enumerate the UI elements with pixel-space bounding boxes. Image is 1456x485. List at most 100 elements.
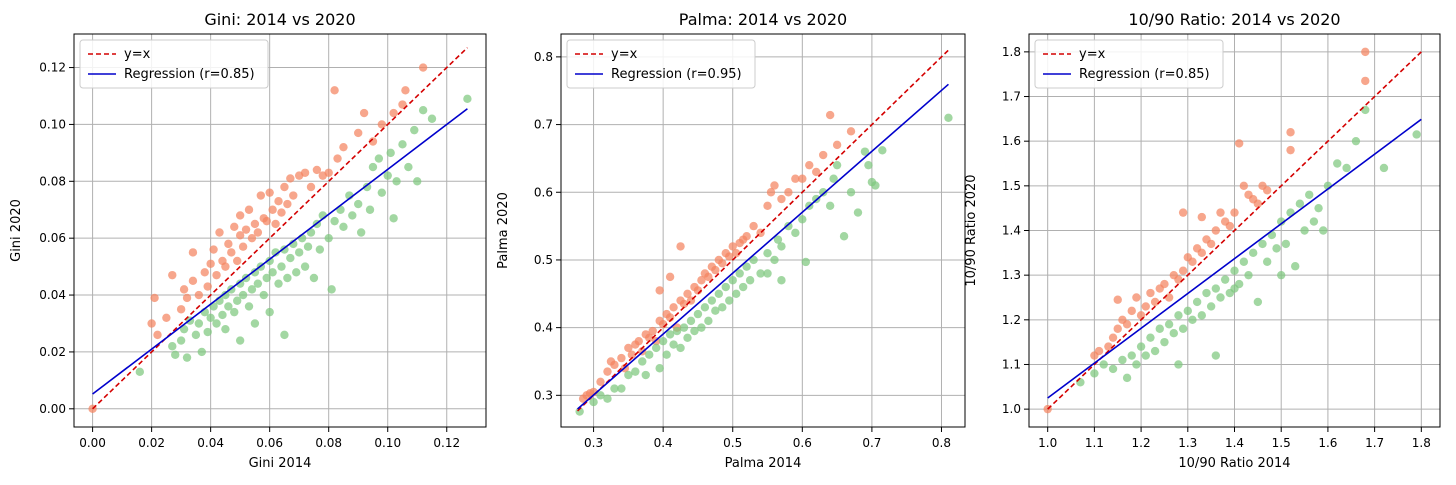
y-tick-label: 0.06 <box>39 231 66 245</box>
y-tick-label: 0.10 <box>39 117 66 131</box>
point-below-identity <box>368 162 378 172</box>
point-below-identity <box>309 273 319 283</box>
point-below-identity <box>280 245 289 254</box>
point-above-identity <box>221 262 230 271</box>
point-below-identity <box>773 235 783 244</box>
point-above-identity <box>389 108 398 118</box>
y-tick-label: 1.7 <box>1002 90 1021 104</box>
point-above-identity <box>235 211 245 220</box>
point-below-identity <box>864 160 873 170</box>
point-below-identity <box>427 114 437 123</box>
point-below-identity <box>244 302 254 311</box>
point-above-identity <box>182 293 192 303</box>
point-above-identity <box>1178 266 1188 275</box>
point-above-identity <box>763 201 772 210</box>
x-tick-label: 1.7 <box>1365 436 1384 450</box>
legend-regression-label: Regression (r=0.85) <box>1079 67 1210 82</box>
regression-line <box>577 83 949 410</box>
point-above-identity <box>286 174 295 183</box>
point-below-identity <box>135 367 145 377</box>
point-below-identity <box>791 228 800 238</box>
y-tick-label: 1.5 <box>1002 179 1021 193</box>
point-below-identity <box>398 140 407 149</box>
point-above-identity <box>683 289 692 298</box>
point-below-identity <box>386 148 395 158</box>
legend: y=x Regression (r=0.85) <box>79 39 269 89</box>
point-below-identity <box>718 303 727 312</box>
point-below-identity <box>265 256 274 266</box>
point-above-identity <box>289 191 298 200</box>
y-axis-label: Gini 2020 <box>9 199 24 262</box>
point-below-identity <box>250 268 260 277</box>
point-above-identity <box>610 360 619 370</box>
point-below-identity <box>206 313 215 323</box>
point-above-identity <box>1361 47 1370 57</box>
point-below-identity <box>168 342 177 351</box>
point-below-identity <box>1361 105 1370 115</box>
point-above-identity <box>1211 226 1221 235</box>
point-below-identity <box>697 323 706 332</box>
x-tick-label: 1.8 <box>1412 436 1431 450</box>
point-above-identity <box>277 208 286 217</box>
point-above-identity <box>268 205 277 214</box>
point-above-identity <box>1206 239 1216 249</box>
point-below-identity <box>756 269 765 278</box>
point-above-identity <box>209 245 218 254</box>
point-below-identity <box>1220 275 1230 284</box>
point-below-identity <box>662 350 671 359</box>
y-tick-label: 0.3 <box>534 388 553 402</box>
y-axis-label: Palma 2020 <box>496 192 511 269</box>
point-above-identity <box>596 377 605 386</box>
point-above-identity <box>418 63 428 72</box>
point-above-identity <box>233 256 242 266</box>
legend-box <box>566 39 756 89</box>
point-below-identity <box>770 255 779 265</box>
point-below-identity <box>1178 324 1188 333</box>
point-above-identity <box>153 330 162 340</box>
point-above-identity <box>1094 346 1104 356</box>
point-above-identity <box>704 272 713 282</box>
point-below-identity <box>686 316 696 326</box>
point-below-identity <box>230 307 239 317</box>
point-below-identity <box>1108 364 1118 374</box>
y-tick-label: 0.04 <box>39 288 66 302</box>
x-tick-label: 1.5 <box>1272 436 1291 450</box>
point-below-identity <box>294 248 304 257</box>
point-above-identity <box>256 191 266 200</box>
point-below-identity <box>1239 257 1249 266</box>
point-below-identity <box>197 347 206 357</box>
point-below-identity <box>271 248 280 257</box>
point-below-identity <box>182 353 192 362</box>
point-above-identity <box>1127 306 1136 316</box>
point-below-identity <box>832 160 842 170</box>
point-below-identity <box>265 307 274 317</box>
point-below-identity <box>725 296 734 305</box>
point-below-identity <box>1211 284 1221 293</box>
point-below-identity <box>179 324 189 334</box>
y-axis-label: 10/90 Ratio 2020 <box>964 174 979 286</box>
point-below-identity <box>1216 293 1225 302</box>
point-above-identity <box>617 353 626 363</box>
point-below-identity <box>235 279 245 288</box>
point-below-identity <box>300 262 310 271</box>
point-below-identity <box>700 303 710 312</box>
point-above-identity <box>711 265 720 275</box>
point-above-identity <box>1104 342 1113 351</box>
point-below-identity <box>1342 163 1351 173</box>
point-above-identity <box>791 174 800 183</box>
point-below-identity <box>1164 320 1174 329</box>
point-below-identity <box>1277 270 1286 280</box>
y-tick-label: 0.8 <box>534 50 553 64</box>
point-above-identity <box>1225 221 1235 231</box>
point-below-identity <box>303 242 313 251</box>
point-below-identity <box>1141 351 1150 360</box>
legend-box <box>1034 39 1224 89</box>
point-above-identity <box>235 231 245 240</box>
point-above-identity <box>1197 248 1207 258</box>
point-below-identity <box>339 222 348 232</box>
point-above-identity <box>627 350 637 359</box>
point-below-identity <box>641 370 650 380</box>
point-below-identity <box>672 326 682 336</box>
point-below-identity <box>280 330 289 340</box>
point-below-identity <box>742 262 751 271</box>
